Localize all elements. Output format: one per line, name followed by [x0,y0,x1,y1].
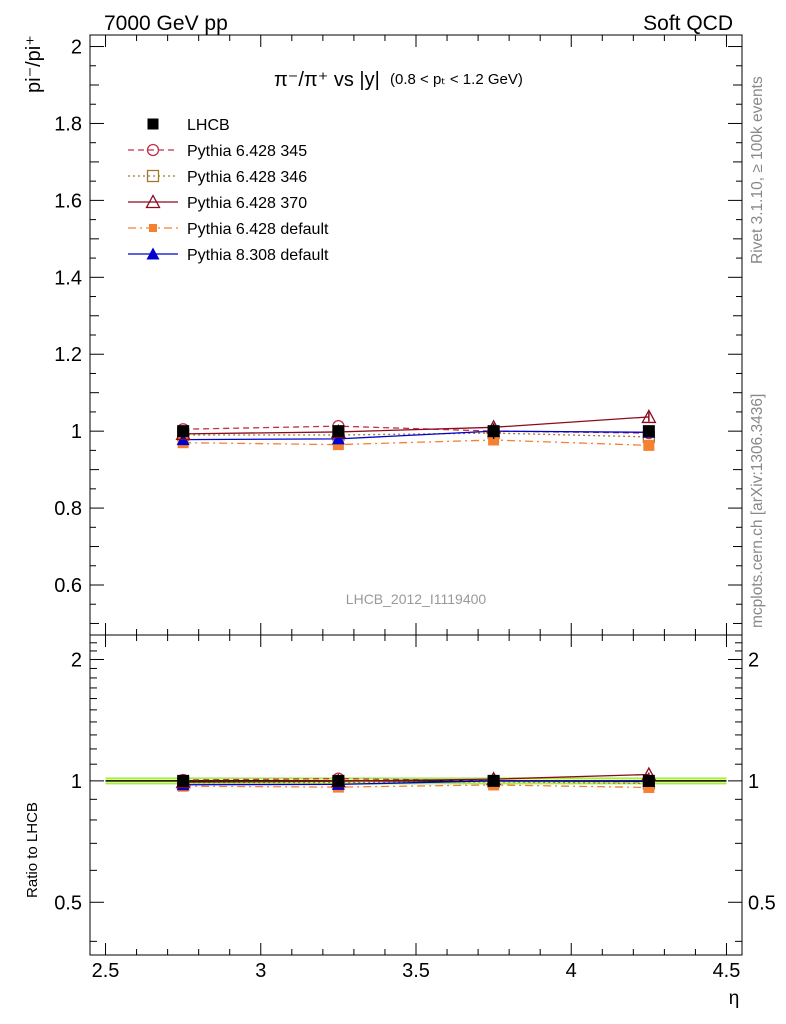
legend-item-py370: Pythia 6.428 370 [128,194,307,212]
x-tick-label: 2.5 [92,960,120,982]
legend-marker-py8 [146,247,160,260]
rivet-label: Rivet 3.1.10, ≥ 100k events [749,76,766,264]
ratio-y-tick-label-right: 1 [748,771,759,793]
legend-label-py345: Pythia 6.428 345 [187,143,307,160]
y-tick-label: 1.4 [54,267,82,289]
ratio-plot-frame [89,634,743,956]
ratio-point-pydef [643,781,655,793]
legend-label-py370: Pythia 6.428 370 [187,195,307,212]
y-tick-label: 0.6 [54,575,82,597]
y-tick-label: 1 [71,421,82,443]
x-tick-label: 4.5 [713,960,741,982]
x-axis-label: η [729,988,740,1009]
ratio-y-tick-label: 2 [71,649,82,671]
ratio-y-tick-label: 0.5 [54,892,82,914]
x-tick-label: 3 [255,960,266,982]
legend-label-pydef: Pythia 6.428 default [187,221,329,238]
y-tick-label: 1.2 [54,344,82,366]
legend-item-py346: Pythia 6.428 346 [128,169,307,186]
energy-label: 7000 GeV pp [104,12,228,35]
mcplots-label: mcplots.cern.ch [arXiv:1306.3436] [749,394,766,628]
data-series [175,409,657,793]
axis-ticks: 2.5 3 3.5 4 4.5 0.6 0.8 1 1.2 1.4 1.6 1.8 2 0.5 0.5 1 1 2… [54,35,776,982]
x-tick-label: 3.5 [402,960,430,982]
legend-marker-py345 [146,143,160,157]
legend-item-py8: Pythia 8.308 default [128,247,329,264]
legend-label-lhcb: LHCB [187,117,230,134]
plot-title: π⁻/π⁺ vs |y| [274,69,380,91]
analysis-watermark: LHCB_2012_I1119400 [346,591,487,607]
legend-label-py346: Pythia 6.428 346 [187,169,307,186]
point-lhcb [332,425,345,438]
point-lhcb [177,425,190,438]
legend-item-pydef: Pythia 6.428 default [128,221,329,238]
series-line-py370 [183,416,649,435]
series-line-py8 [183,430,649,441]
ratio-series-line-pydef [183,784,649,789]
legend-label-py8: Pythia 8.308 default [187,247,329,264]
ratio-point-lhcb [332,774,345,787]
ratio-point-lhcb [642,774,655,787]
series-pydef [177,434,655,793]
series-line-py345 [183,425,649,434]
series-py8 [176,424,656,791]
point-pydef [332,439,344,451]
plot-title-cut: (0.8 < pₜ < 1.2 GeV) [390,71,523,88]
ratio-y-tick-label-right: 2 [748,649,759,671]
legend-marker-lhcb [147,118,159,130]
point-pydef [488,434,500,446]
ratio-y-axis-label: Ratio to LHCB [24,802,41,898]
point-py8 [331,432,345,445]
process-label: Soft QCD [643,12,733,35]
ratio-point-lhcb [177,774,190,787]
series-lhcb [177,423,655,787]
y-tick-label: 1.6 [54,190,82,212]
ratio-y-tick-label: 1 [71,771,82,793]
point-pydef [643,439,655,451]
point-lhcb [642,425,655,438]
series-line-pydef [183,439,649,447]
legend: LHCB Pythia 6.428 345 Pythia 6.428 346 Pyth… [128,117,329,264]
ratio-point-lhcb [487,774,500,787]
y-tick-label: 0.8 [54,498,82,520]
series-py346 [176,426,656,790]
ratio-y-tick-label-right: 0.5 [748,892,776,914]
legend-marker-py346 [146,169,160,183]
ratio-series-line-py8 [183,780,649,786]
legend-marker-py370 [145,194,161,209]
point-py370 [641,409,657,424]
legend-item-py345: Pythia 6.428 345 [128,143,307,160]
ratio-series-line-py370 [183,773,649,783]
y-tick-label: 2 [71,37,82,59]
x-tick-label: 4 [566,960,577,982]
y-axis-label: pi⁻/pi⁺ [23,35,45,93]
y-tick-label: 1.8 [54,113,82,135]
point-lhcb [487,425,500,438]
legend-item-lhcb: LHCB [147,117,230,134]
legend-marker-pydef [149,224,157,232]
